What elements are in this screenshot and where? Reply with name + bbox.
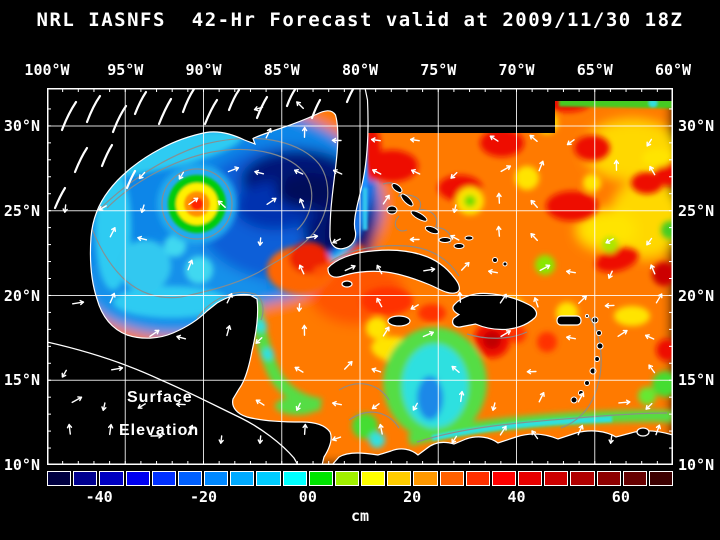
colorbar-tick-label: -40 bbox=[85, 488, 113, 506]
colorbar-cell bbox=[151, 471, 176, 486]
variable-label-line2: Elevation bbox=[119, 422, 200, 439]
colorbar-unit: cm bbox=[350, 507, 370, 525]
lon-tick-label: 95°W bbox=[107, 61, 144, 79]
colorbar-cell bbox=[596, 471, 621, 486]
longitude-axis: 100°W 95°W 90°W 85°W 80°W 75°W 70°W 65°W 60°W bbox=[0, 61, 720, 79]
lat-tick-label: 15°N bbox=[3, 371, 40, 390]
colorbar-cell bbox=[570, 471, 595, 486]
no-data-band bbox=[365, 88, 673, 133]
lon-tick-label: 100°W bbox=[24, 61, 70, 79]
lat-tick-label: 30°N bbox=[3, 117, 40, 135]
frame-minor-ticks bbox=[47, 88, 673, 465]
lon-tick-label: 60°W bbox=[654, 61, 692, 79]
figure-title: NRL IASNFS 42-Hr Forecast valid at 2009/… bbox=[36, 9, 684, 31]
lat-tick-label: 25°N bbox=[678, 201, 715, 220]
colorbar-cell bbox=[73, 471, 98, 486]
colorbar-tick-label: 00 bbox=[298, 488, 317, 506]
lon-tick-label: 70°W bbox=[498, 61, 535, 79]
latitude-axis-left: 30°N 25°N 20°N 15°N 10°N bbox=[0, 0, 43, 540]
colorbar-cell bbox=[622, 471, 647, 486]
colorbar-tick-label: -20 bbox=[189, 488, 218, 506]
colorbar-cell bbox=[361, 471, 386, 486]
lon-tick-label: 65°W bbox=[576, 61, 613, 79]
colorbar-cell bbox=[204, 471, 229, 486]
graticule-layer bbox=[47, 88, 673, 465]
colorbar-cell bbox=[334, 471, 360, 486]
map-plot bbox=[46, 84, 683, 466]
variable-label-line1: Surface bbox=[127, 389, 193, 406]
colorbar-tick-label: 60 bbox=[611, 488, 630, 506]
colorbar-cell bbox=[308, 471, 333, 486]
puerto-rico-island bbox=[556, 315, 582, 326]
colorbar-tick-label: 20 bbox=[403, 488, 422, 506]
cuba-island bbox=[327, 249, 460, 294]
colorbar-cell bbox=[518, 471, 543, 486]
isla-juventud bbox=[341, 280, 353, 288]
lat-tick-label: 30°N bbox=[678, 117, 715, 135]
colorbar-tick-labels: -40 -20 00 20 40 60 bbox=[47, 488, 673, 508]
colorbar-cell bbox=[413, 471, 438, 486]
colorbar-cell bbox=[125, 471, 150, 486]
colorbar-cell bbox=[99, 471, 124, 486]
lesser-antilles-islands bbox=[570, 314, 604, 404]
south-america-landmass bbox=[330, 430, 674, 466]
colorbar-cell bbox=[256, 471, 281, 486]
pacific-coastline bbox=[46, 341, 299, 466]
colorbar bbox=[47, 471, 674, 486]
latitude-axis-right: 30°N 25°N 20°N 15°N 10°N bbox=[677, 0, 720, 540]
lat-tick-label: 15°N bbox=[678, 371, 715, 390]
lon-tick-label: 85°W bbox=[263, 61, 300, 79]
lon-tick-label: 90°W bbox=[185, 61, 222, 79]
colorbar-cell bbox=[648, 471, 674, 486]
lat-tick-label: 10°N bbox=[678, 456, 715, 474]
lon-tick-label: 80°W bbox=[341, 61, 379, 79]
land-layer bbox=[46, 87, 674, 466]
north-central-america-landmass bbox=[46, 87, 369, 466]
colorbar-cell bbox=[465, 471, 490, 486]
lat-tick-label: 10°N bbox=[3, 456, 40, 474]
lat-tick-label: 20°N bbox=[678, 286, 715, 305]
hispaniola-island bbox=[452, 292, 538, 331]
colorbar-cell bbox=[387, 471, 412, 486]
lon-tick-label: 75°W bbox=[420, 61, 457, 79]
colorbar-cell bbox=[230, 471, 255, 486]
colorbar-cell bbox=[439, 471, 464, 486]
colorbar-cell bbox=[282, 471, 307, 486]
colorbar-tick-label: 40 bbox=[507, 488, 526, 506]
colorbar-cell bbox=[544, 471, 569, 486]
colorbar-cell bbox=[491, 471, 517, 486]
colorbar-cell bbox=[47, 471, 72, 486]
trinidad-island bbox=[636, 427, 650, 437]
colorbar-cell bbox=[177, 471, 203, 486]
velocity-arrows-layer bbox=[61, 101, 663, 444]
bahamas-islands bbox=[386, 183, 508, 267]
jamaica-island bbox=[387, 315, 411, 327]
lat-tick-label: 25°N bbox=[3, 201, 40, 220]
lat-tick-label: 20°N bbox=[3, 286, 40, 305]
forecast-map bbox=[46, 84, 683, 466]
